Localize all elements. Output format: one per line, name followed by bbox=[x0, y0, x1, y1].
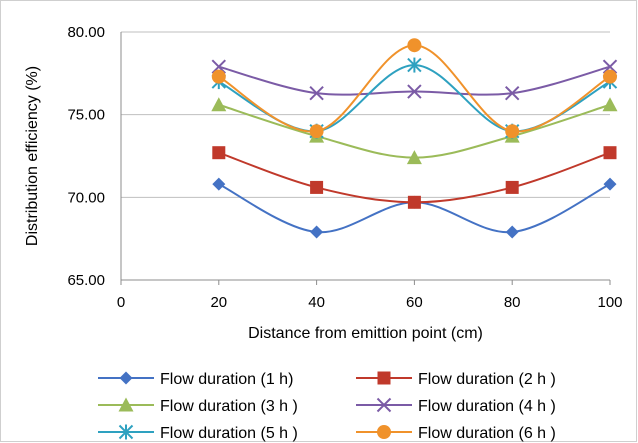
legend-item-4: Flow duration (4 h ) bbox=[356, 397, 556, 415]
legend-label: Flow duration (6 h ) bbox=[418, 425, 556, 442]
data-point bbox=[212, 146, 226, 160]
series-group bbox=[211, 38, 618, 239]
legend-label: Flow duration (5 h ) bbox=[160, 425, 298, 442]
data-point bbox=[505, 225, 519, 239]
legend-label: Flow duration (1 h) bbox=[160, 371, 293, 388]
data-point bbox=[309, 85, 324, 101]
data-point bbox=[211, 69, 226, 84]
x-tick-label: 20 bbox=[210, 294, 227, 311]
y-tick-label: 65.00 bbox=[67, 272, 105, 289]
data-point bbox=[505, 124, 520, 139]
legend-item-1: Flow duration (1 h) bbox=[98, 371, 293, 388]
data-point bbox=[603, 177, 617, 191]
legend-item-3: Flow duration (3 h ) bbox=[98, 397, 298, 415]
data-point bbox=[407, 195, 421, 209]
legend-item-6: Flow duration (6 h ) bbox=[356, 425, 556, 442]
y-tick-label: 70.00 bbox=[67, 189, 105, 206]
legend-marker bbox=[377, 371, 391, 385]
x-tick-label: 40 bbox=[308, 294, 325, 311]
data-point bbox=[603, 69, 617, 84]
data-point bbox=[310, 225, 324, 239]
data-point-stroke bbox=[602, 59, 618, 74]
data-point-stroke bbox=[504, 85, 520, 101]
data-point bbox=[212, 177, 226, 191]
legend: Flow duration (1 h) Flow duration (2 h ) F… bbox=[98, 371, 556, 442]
data-point-stroke bbox=[407, 84, 422, 99]
legend-label: Flow duration (4 h ) bbox=[418, 398, 556, 415]
data-point bbox=[407, 57, 422, 73]
data-point bbox=[603, 146, 617, 160]
legend-item-2: Flow duration (2 h ) bbox=[356, 371, 556, 388]
legend-label: Flow duration (2 h ) bbox=[418, 371, 556, 388]
data-point-stroke bbox=[309, 85, 324, 101]
data-point bbox=[211, 97, 227, 112]
legend-item-5: Flow duration (5 h ) bbox=[98, 424, 298, 442]
data-point bbox=[310, 180, 324, 194]
legend-marker-stroke bbox=[376, 397, 392, 413]
series-6 bbox=[211, 38, 617, 139]
axes: 65.00 70.00 75.00 80.00 0 20 40 60 80 100 bbox=[67, 24, 622, 311]
series-4 bbox=[211, 59, 618, 101]
data-point bbox=[602, 97, 618, 112]
data-point bbox=[406, 150, 422, 165]
legend-marker bbox=[376, 397, 392, 413]
legend-marker bbox=[118, 397, 134, 412]
data-point bbox=[407, 38, 422, 53]
series-2 bbox=[212, 146, 617, 209]
y-tick-label: 75.00 bbox=[67, 107, 105, 124]
data-point bbox=[309, 124, 324, 139]
legend-label: Flow duration (3 h ) bbox=[160, 398, 298, 415]
y-axis-title: Distribution efficiency (%) bbox=[24, 66, 41, 246]
data-point bbox=[602, 59, 618, 74]
data-point-stroke bbox=[211, 59, 227, 74]
data-point bbox=[505, 180, 519, 194]
y-tick-label: 80.00 bbox=[67, 24, 105, 41]
data-point bbox=[407, 84, 422, 99]
legend-marker bbox=[118, 424, 134, 440]
x-tick-label: 60 bbox=[406, 294, 423, 311]
legend-marker bbox=[119, 371, 133, 385]
legend-marker bbox=[377, 425, 391, 439]
data-point bbox=[211, 59, 227, 74]
x-axis-title: Distance from emittion point (cm) bbox=[248, 325, 483, 342]
data-point bbox=[504, 85, 520, 101]
x-tick-label: 100 bbox=[597, 294, 622, 311]
x-tick-label: 80 bbox=[504, 294, 521, 311]
x-tick-label: 0 bbox=[117, 294, 125, 311]
